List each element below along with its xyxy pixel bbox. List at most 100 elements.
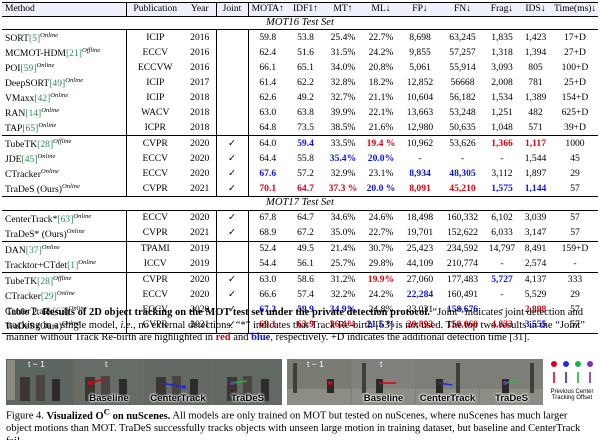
frame-t-1: t − 1 bbox=[6, 359, 74, 405]
ids-cell: 1,117 bbox=[519, 135, 552, 152]
method-cell: CTrackerOnline bbox=[2, 166, 126, 181]
people-image bbox=[227, 376, 269, 401]
citation[interactable]: [49] bbox=[49, 78, 66, 90]
fp-cell: 12,980 bbox=[406, 121, 434, 133]
ml-cell: 20.0% bbox=[367, 152, 395, 164]
mt-cell: 39.9% bbox=[330, 106, 356, 118]
citation[interactable]: [29] bbox=[40, 290, 57, 302]
citation[interactable]: [28] bbox=[37, 275, 54, 287]
table-row: VMaxx[42]Online ICIP 2018 62.6 49.2 32.7% 21.1… bbox=[2, 90, 598, 106]
publication-cell: ICPR bbox=[125, 120, 184, 136]
year-cell: 2020 bbox=[184, 135, 216, 152]
method-cell: TubeTK[28]Offline bbox=[2, 135, 126, 152]
citation[interactable]: [65] bbox=[22, 123, 39, 135]
table-caption-title: Results of 2D object tracking on the MOT… bbox=[42, 307, 430, 318]
idf1-cell: 67.2 bbox=[297, 227, 314, 239]
publication-cell: ECCV bbox=[125, 210, 184, 226]
idf1-cell: 49.5 bbox=[287, 240, 324, 257]
year-cell: 2018 bbox=[190, 106, 210, 118]
publication-cell: ECCV bbox=[125, 166, 184, 182]
frag-cell: - bbox=[500, 152, 504, 164]
mota-cell: 63.0 bbox=[247, 271, 287, 288]
joint-cell bbox=[215, 45, 248, 61]
citation[interactable]: [14] bbox=[25, 108, 42, 120]
fn-cell: 56668 bbox=[450, 76, 475, 88]
figure-caption-text: All models are only trained on MOT but t… bbox=[6, 410, 581, 440]
mota-cell: 62.6 bbox=[247, 90, 287, 106]
mt-cell: 34.0% bbox=[330, 61, 356, 73]
online-offline-tag: Offline bbox=[53, 274, 72, 282]
frame-right-centertrack: CenterTrack bbox=[416, 359, 479, 405]
label-baseline: Baseline bbox=[89, 393, 129, 404]
frame-centertrack: CenterTrack bbox=[144, 359, 212, 405]
publication-cell: ECCV bbox=[125, 302, 184, 318]
frag-cell: 2,008 bbox=[491, 76, 513, 88]
idf1-cell: 55.8 bbox=[297, 152, 314, 164]
joint-cell: ✓ bbox=[215, 181, 248, 197]
citation[interactable]: [59] bbox=[20, 63, 37, 75]
ids-cell: 3,147 bbox=[524, 227, 547, 239]
method-name: JDE bbox=[5, 154, 22, 166]
citation[interactable]: [45] bbox=[21, 154, 38, 166]
mt-cell: 34.6% bbox=[330, 212, 356, 224]
joint-cell bbox=[215, 256, 248, 273]
time-cell: 57 bbox=[570, 304, 580, 316]
fn-cell: 177,483 bbox=[440, 271, 485, 288]
citation[interactable]: [1] bbox=[67, 259, 79, 271]
street-image bbox=[416, 363, 479, 405]
idf1-cell: 65.1 bbox=[297, 61, 314, 73]
ml-cell: 24.6% bbox=[368, 212, 394, 224]
joint-cell bbox=[215, 120, 248, 136]
citation[interactable]: [63] bbox=[52, 305, 69, 317]
ids-cell: 482 bbox=[528, 106, 543, 118]
publication-cell: CVPR bbox=[125, 135, 184, 152]
time-cell: 45 bbox=[570, 152, 580, 164]
figure-caption-sup: C bbox=[103, 406, 110, 416]
time-cell: 57 bbox=[570, 182, 580, 194]
method-name: TAP bbox=[5, 123, 23, 135]
legend-dot-green bbox=[575, 361, 581, 367]
fn-cell: 45,210 bbox=[449, 182, 476, 194]
citation[interactable]: [42] bbox=[34, 93, 51, 105]
table-row: CTracker[29]Online ECCV 2020 ✓ 66.6 57.4 32.2%… bbox=[2, 287, 598, 303]
mt-cell: 36.4% bbox=[324, 317, 362, 334]
year-cell: 2020 bbox=[190, 304, 210, 316]
citation[interactable]: [63] bbox=[57, 213, 74, 225]
table-caption-red: red bbox=[215, 332, 231, 344]
method-name: POI bbox=[5, 63, 21, 75]
mt-cell: 35.0% bbox=[330, 227, 356, 239]
method-cell: MCMOT-HDM[21]Offline bbox=[2, 45, 126, 60]
mt-cell: 32.2% bbox=[330, 289, 356, 301]
fp-cell: 8,091 bbox=[409, 182, 431, 194]
online-offline-tag: Offline bbox=[81, 47, 101, 55]
idf1-cell: 56.1 bbox=[297, 258, 314, 270]
table-caption: Table 2. Results of 2D object tracking o… bbox=[6, 307, 594, 345]
table-row: POI[59]Online ECCVW 2016 66.1 65.1 34.0% 20.8%… bbox=[2, 60, 598, 76]
citation[interactable]: [28] bbox=[37, 139, 54, 151]
fn-cell: 160,491 bbox=[446, 289, 479, 301]
table-row: TraDeS (Ours)Online CVPR 2021 ✓ 69.1 63.9 36.4… bbox=[2, 317, 598, 334]
citation[interactable]: [21] bbox=[65, 48, 82, 60]
citation[interactable]: [5] bbox=[28, 33, 41, 45]
year-cell: 2020 bbox=[190, 212, 210, 224]
section-title: MOT16 Test Set bbox=[2, 15, 598, 31]
citation[interactable]: [37] bbox=[25, 244, 42, 256]
col-fp: FP↓ bbox=[400, 2, 440, 17]
fp-cell: 44,109 bbox=[406, 258, 434, 270]
fp-cell: 25,423 bbox=[400, 240, 440, 257]
method-name: TubeTK bbox=[5, 275, 38, 287]
table-caption-text-2: , no external detections. “*” indicates … bbox=[6, 319, 585, 344]
fn-cell: 158,676 bbox=[446, 304, 479, 316]
fp-cell: 13,663 bbox=[406, 106, 434, 118]
online-offline-tag: Online bbox=[40, 168, 59, 176]
frag-cell: 14,797 bbox=[485, 240, 519, 257]
publication-cell: ICCV bbox=[125, 256, 184, 273]
frag-cell: 1,534 bbox=[491, 91, 513, 103]
figure-caption: Figure 4. Visualized OC on nuScenes. All… bbox=[6, 405, 594, 440]
col-year: Year bbox=[184, 2, 216, 17]
method-cell: TubeTK[28]Offline bbox=[2, 271, 126, 288]
joint-cell bbox=[215, 105, 248, 121]
mt-cell: 32.9% bbox=[330, 167, 356, 179]
col-ids: IDS↓ bbox=[519, 2, 552, 17]
publication-cell: ECCV bbox=[125, 287, 184, 303]
